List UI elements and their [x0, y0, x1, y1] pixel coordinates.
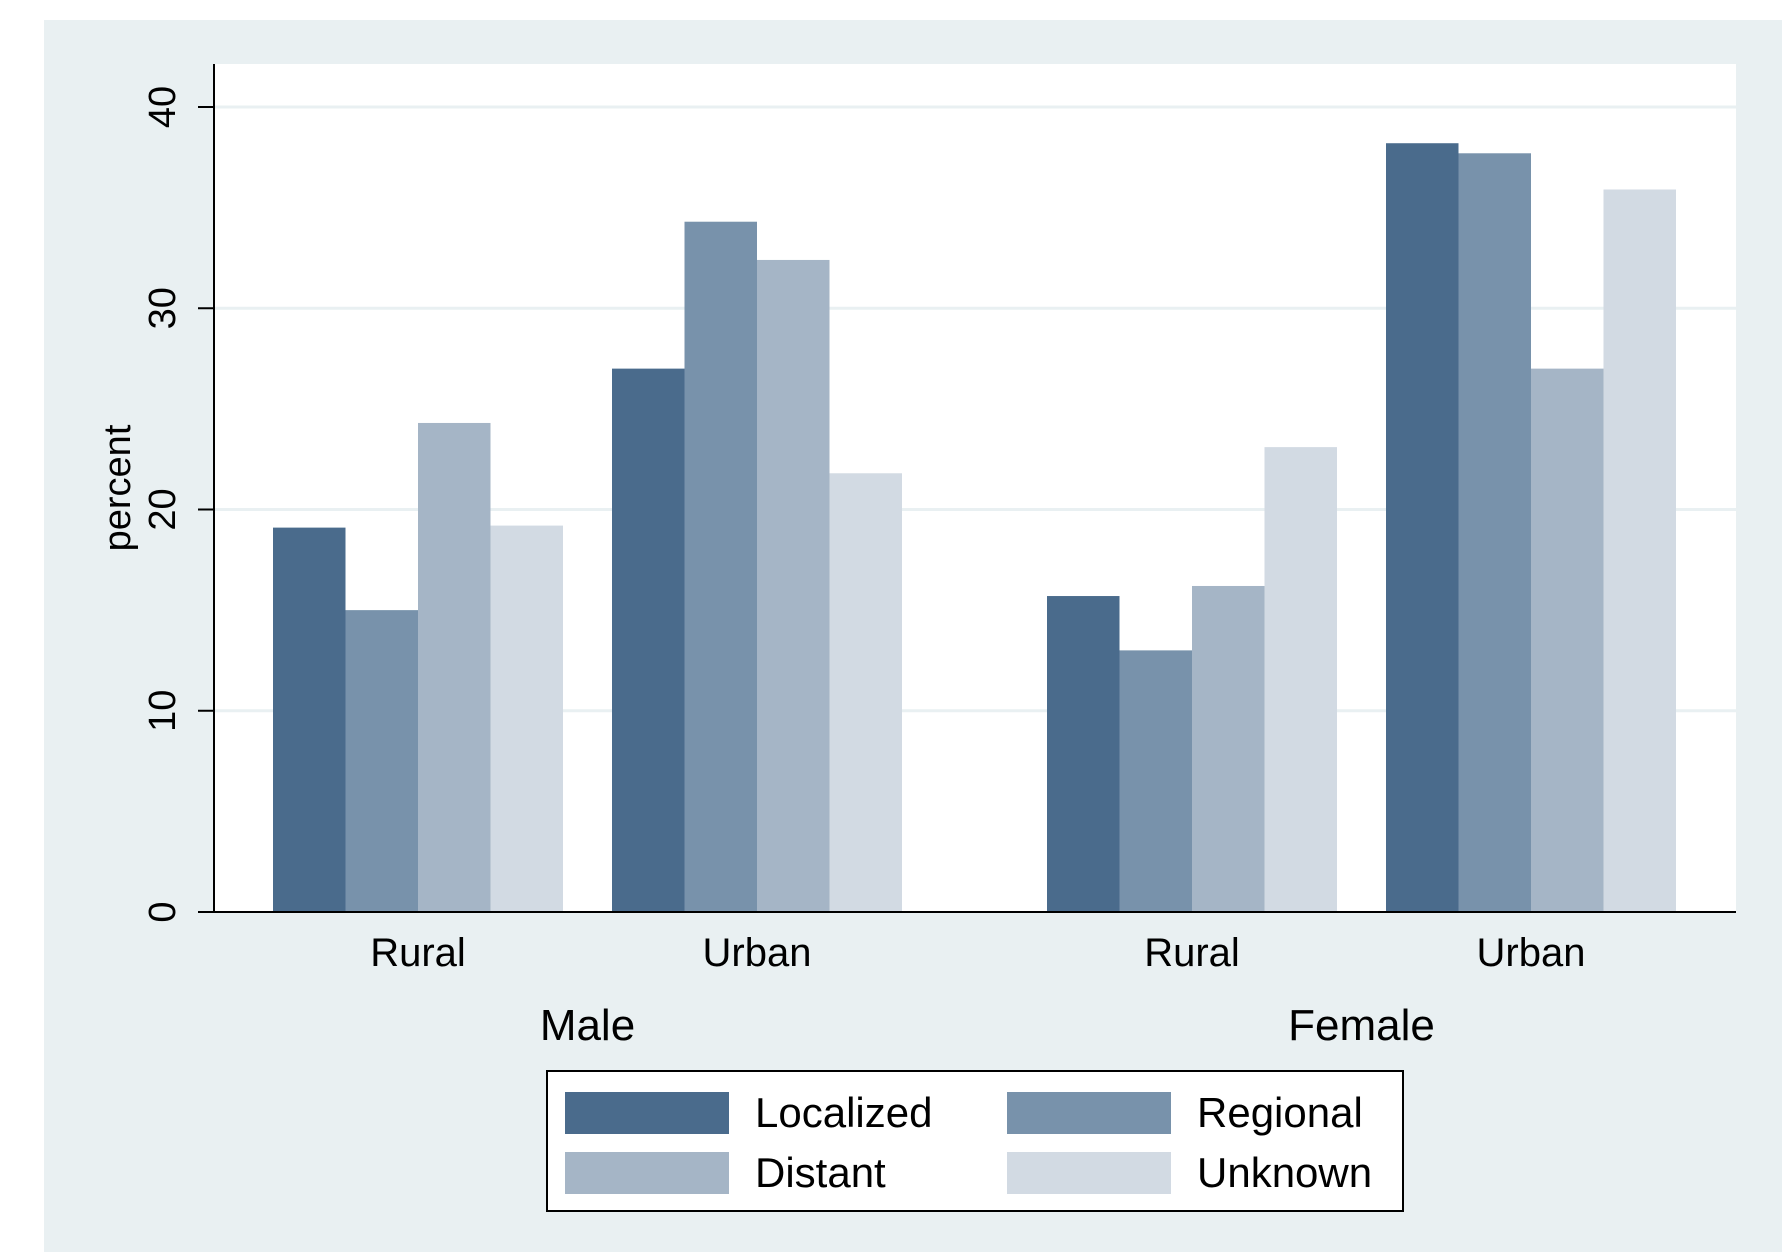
bar-distant-female-urban — [1531, 368, 1604, 912]
bar-unknown-male-urban — [829, 473, 902, 912]
x-group-label: Female — [1288, 1001, 1435, 1050]
axes — [213, 64, 1736, 913]
legend-swatch-localized — [565, 1092, 729, 1134]
y-tick-label: 40 — [142, 86, 184, 128]
bar-localized-male-rural — [273, 527, 346, 912]
x-category-label: Rural — [370, 931, 466, 975]
x-axis-labels: Rural Urban Rural Urban Male Female — [370, 931, 1585, 1050]
bar-regional-female-urban — [1458, 153, 1531, 913]
y-tick-label: 0 — [142, 901, 184, 922]
x-group-label: Male — [540, 1001, 635, 1050]
bar-localized-male-urban — [612, 368, 685, 912]
y-tick-label: 10 — [142, 690, 184, 732]
x-category-label: Urban — [1477, 931, 1586, 975]
y-axis-ticks: 0 10 20 30 40 — [142, 86, 214, 923]
legend-swatch-regional — [1007, 1092, 1171, 1134]
legend-swatch-unknown — [1007, 1152, 1171, 1194]
bar-regional-male-rural — [345, 610, 418, 912]
bar-localized-female-urban — [1386, 143, 1459, 913]
bar-regional-female-rural — [1119, 650, 1192, 912]
y-tick-label: 30 — [142, 287, 184, 329]
legend-swatch-distant — [565, 1152, 729, 1194]
bar-distant-male-rural — [418, 422, 491, 912]
bar-regional-male-urban — [684, 221, 757, 912]
legend-label-unknown: Unknown — [1197, 1149, 1372, 1196]
x-category-label: Rural — [1144, 931, 1240, 975]
bar-unknown-female-rural — [1264, 447, 1337, 912]
legend-label-distant: Distant — [755, 1149, 886, 1196]
bar-distant-male-urban — [757, 259, 830, 912]
y-axis-label: percent — [97, 424, 139, 551]
legend-label-regional: Regional — [1197, 1089, 1363, 1136]
bar-distant-female-rural — [1192, 585, 1265, 912]
y-tick-label: 20 — [142, 488, 184, 530]
bar-unknown-female-urban — [1603, 189, 1676, 912]
bars — [273, 143, 1676, 913]
x-category-label: Urban — [703, 931, 812, 975]
legend-label-localized: Localized — [755, 1089, 932, 1136]
legend: Localized Regional Distant Unknown — [546, 1070, 1404, 1212]
bar-unknown-male-rural — [490, 525, 563, 912]
bar-localized-female-rural — [1047, 596, 1120, 912]
